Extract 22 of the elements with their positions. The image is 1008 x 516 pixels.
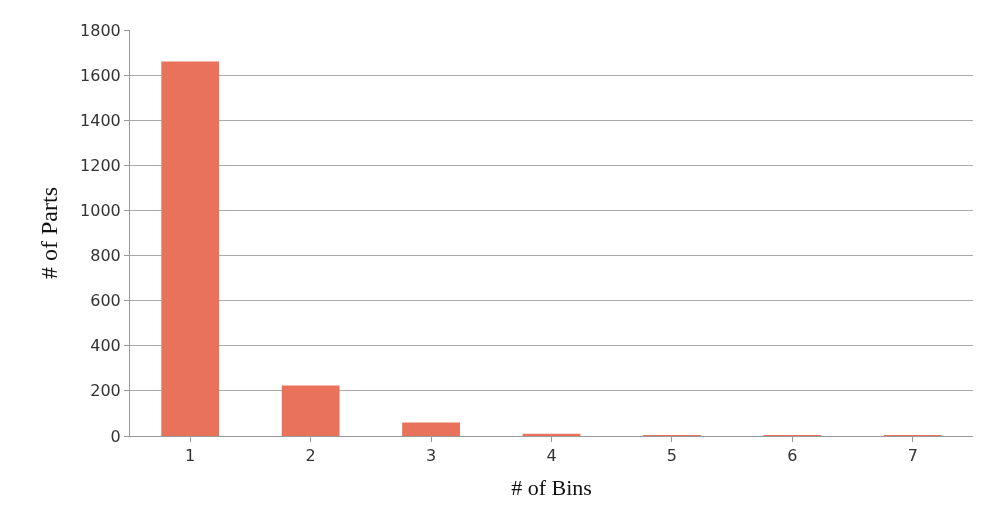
y-tick-label: 1200 (80, 155, 121, 175)
x-tick-label: 5 (666, 446, 678, 466)
bar (281, 385, 340, 436)
y-tick-label: 1600 (80, 65, 121, 85)
x-tick-label: 2 (305, 446, 316, 466)
y-tick-label: 200 (90, 381, 121, 401)
y-tick-label: 1400 (80, 110, 121, 130)
y-tick-label: 600 (90, 291, 121, 311)
bar (161, 61, 220, 436)
y-tick-label: 1800 (80, 20, 121, 40)
x-tick-label: 3 (425, 446, 437, 466)
y-tick-label: 0 (110, 426, 121, 446)
x-tick-label: 6 (787, 446, 798, 466)
x-tick-label: 1 (185, 446, 196, 466)
y-tick-label: 400 (90, 336, 121, 356)
y-tick-label: 1000 (80, 201, 121, 221)
bar (402, 422, 460, 436)
x-tick-label: 4 (546, 446, 557, 466)
y-axis-title: # of Parts (36, 187, 63, 279)
x-axis-title: # of Bins (511, 475, 592, 501)
y-tick-label: 800 (90, 246, 121, 266)
x-tick-label: 7 (907, 446, 918, 466)
